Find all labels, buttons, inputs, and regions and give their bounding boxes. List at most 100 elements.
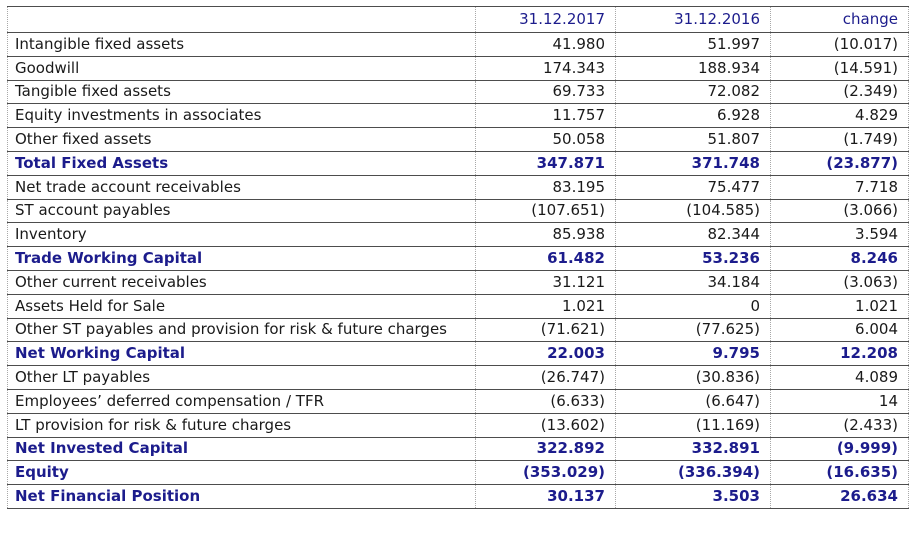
row-value-2017: 83.195 xyxy=(475,174,616,200)
row-value-2016: 51.807 xyxy=(615,127,771,152)
table-body: Intangible fixed assets 41.980 51.997 (10.0… xyxy=(7,32,909,509)
column-header-empty xyxy=(7,6,476,33)
table-row: Equity (353.029) (336.394) (16.635) xyxy=(7,460,909,485)
row-value-2016: (30.836) xyxy=(615,365,771,390)
row-value-2017: 30.137 xyxy=(475,484,616,509)
column-header-2016: 31.12.2016 xyxy=(615,6,771,33)
row-label: ST account payables xyxy=(7,198,476,223)
row-label: Intangible fixed assets xyxy=(7,32,476,57)
row-value-change: 4.089 xyxy=(770,365,909,390)
row-value-2016: 0 xyxy=(615,293,771,319)
row-value-2016: 188.934 xyxy=(615,55,771,81)
table-row: Net Financial Position 30.137 3.503 26.634 xyxy=(7,484,909,509)
row-value-change: (1.749) xyxy=(770,127,909,152)
row-value-2016: 75.477 xyxy=(615,174,771,200)
row-value-2016: (336.394) xyxy=(615,460,771,485)
row-value-change: 3.594 xyxy=(770,222,909,247)
row-value-2016: 6.928 xyxy=(615,103,771,128)
row-value-change: 8.246 xyxy=(770,246,909,271)
row-value-change: (10.017) xyxy=(770,32,909,57)
row-value-2016: 72.082 xyxy=(615,79,771,104)
row-label: Goodwill xyxy=(7,55,476,81)
row-label: Trade Working Capital xyxy=(7,246,476,271)
row-value-change: (3.063) xyxy=(770,269,909,295)
row-value-2016: 34.184 xyxy=(615,269,771,295)
row-label: Tangible fixed assets xyxy=(7,79,476,104)
row-value-2016: (77.625) xyxy=(615,317,771,342)
row-value-2017: 1.021 xyxy=(475,293,616,319)
table-row: Net trade account receivables 83.195 75.47… xyxy=(7,174,909,200)
table-row: Tangible fixed assets 69.733 72.082 (2.349) xyxy=(7,79,909,104)
row-label: Assets Held for Sale xyxy=(7,293,476,319)
row-value-2016: 53.236 xyxy=(615,246,771,271)
row-value-2016: 82.344 xyxy=(615,222,771,247)
table-row: Other ST payables and provision for risk… xyxy=(7,317,909,342)
row-value-change: 14 xyxy=(770,388,909,414)
table-row: Equity investments in associates 11.757 6.… xyxy=(7,103,909,128)
row-value-2017: 85.938 xyxy=(475,222,616,247)
row-value-2016: 3.503 xyxy=(615,484,771,509)
row-value-2017: 22.003 xyxy=(475,341,616,366)
table-row: LT provision for risk & future charges (1… xyxy=(7,412,909,438)
row-value-change: (2.349) xyxy=(770,79,909,104)
row-label: Net Invested Capital xyxy=(7,436,476,461)
row-label: Inventory xyxy=(7,222,476,247)
row-value-2016: (104.585) xyxy=(615,198,771,223)
table-row: Inventory 85.938 82.344 3.594 xyxy=(7,222,909,247)
row-label: Net Working Capital xyxy=(7,341,476,366)
table-row: Total Fixed Assets 347.871 371.748 (23.877) xyxy=(7,150,909,176)
row-value-2017: (6.633) xyxy=(475,388,616,414)
row-value-change: 7.718 xyxy=(770,174,909,200)
row-value-2017: 50.058 xyxy=(475,127,616,152)
row-value-change: (9.999) xyxy=(770,436,909,461)
row-value-change: 4.829 xyxy=(770,103,909,128)
table-row: Assets Held for Sale 1.021 0 1.021 xyxy=(7,293,909,319)
row-label: Total Fixed Assets xyxy=(7,150,476,176)
row-value-2017: 347.871 xyxy=(475,150,616,176)
row-value-change: (16.635) xyxy=(770,460,909,485)
row-value-2017: (107.651) xyxy=(475,198,616,223)
row-value-2017: 31.121 xyxy=(475,269,616,295)
row-label: Net Financial Position xyxy=(7,484,476,509)
row-label: Other fixed assets xyxy=(7,127,476,152)
table-row: Other fixed assets 50.058 51.807 (1.749) xyxy=(7,127,909,152)
row-value-2017: (71.621) xyxy=(475,317,616,342)
row-value-2016: 332.891 xyxy=(615,436,771,461)
row-label: Employees’ deferred compensation / TFR xyxy=(7,388,476,414)
row-value-2016: 371.748 xyxy=(615,150,771,176)
row-label: Net trade account receivables xyxy=(7,174,476,200)
row-value-change: 1.021 xyxy=(770,293,909,319)
row-value-2017: (353.029) xyxy=(475,460,616,485)
row-label: Other current receivables xyxy=(7,269,476,295)
row-value-change: 6.004 xyxy=(770,317,909,342)
table-row: Trade Working Capital 61.482 53.236 8.246 xyxy=(7,246,909,271)
table-header-row: 31.12.2017 31.12.2016 change xyxy=(7,6,909,33)
table-row: Net Working Capital 22.003 9.795 12.208 xyxy=(7,341,909,366)
row-value-2017: 174.343 xyxy=(475,55,616,81)
column-header-2017: 31.12.2017 xyxy=(475,6,616,33)
financial-position-table: 31.12.2017 31.12.2016 change Intangible … xyxy=(7,6,909,509)
row-label: Equity xyxy=(7,460,476,485)
row-value-change: (3.066) xyxy=(770,198,909,223)
row-value-2017: 322.892 xyxy=(475,436,616,461)
row-value-change: (14.591) xyxy=(770,55,909,81)
row-label: Other LT payables xyxy=(7,365,476,390)
table-row: Other current receivables 31.121 34.184 (3.… xyxy=(7,269,909,295)
row-value-2016: 9.795 xyxy=(615,341,771,366)
table-row: Employees’ deferred compensation / TFR (6… xyxy=(7,388,909,414)
column-header-change: change xyxy=(770,6,909,33)
row-value-change: 12.208 xyxy=(770,341,909,366)
table-row: Net Invested Capital 322.892 332.891 (9.999… xyxy=(7,436,909,461)
financial-statement-sheet: 31.12.2017 31.12.2016 change Intangible … xyxy=(7,6,909,509)
row-label: LT provision for risk & future charges xyxy=(7,412,476,438)
table-row: Goodwill 174.343 188.934 (14.591) xyxy=(7,55,909,81)
row-value-2017: (13.602) xyxy=(475,412,616,438)
row-value-2016: (11.169) xyxy=(615,412,771,438)
table-row: ST account payables (107.651) (104.585) (3.… xyxy=(7,198,909,223)
row-label: Other ST payables and provision for risk… xyxy=(7,317,476,342)
row-value-2017: 41.980 xyxy=(475,32,616,57)
row-value-change: 26.634 xyxy=(770,484,909,509)
row-value-2017: (26.747) xyxy=(475,365,616,390)
row-value-change: (2.433) xyxy=(770,412,909,438)
row-value-2016: 51.997 xyxy=(615,32,771,57)
